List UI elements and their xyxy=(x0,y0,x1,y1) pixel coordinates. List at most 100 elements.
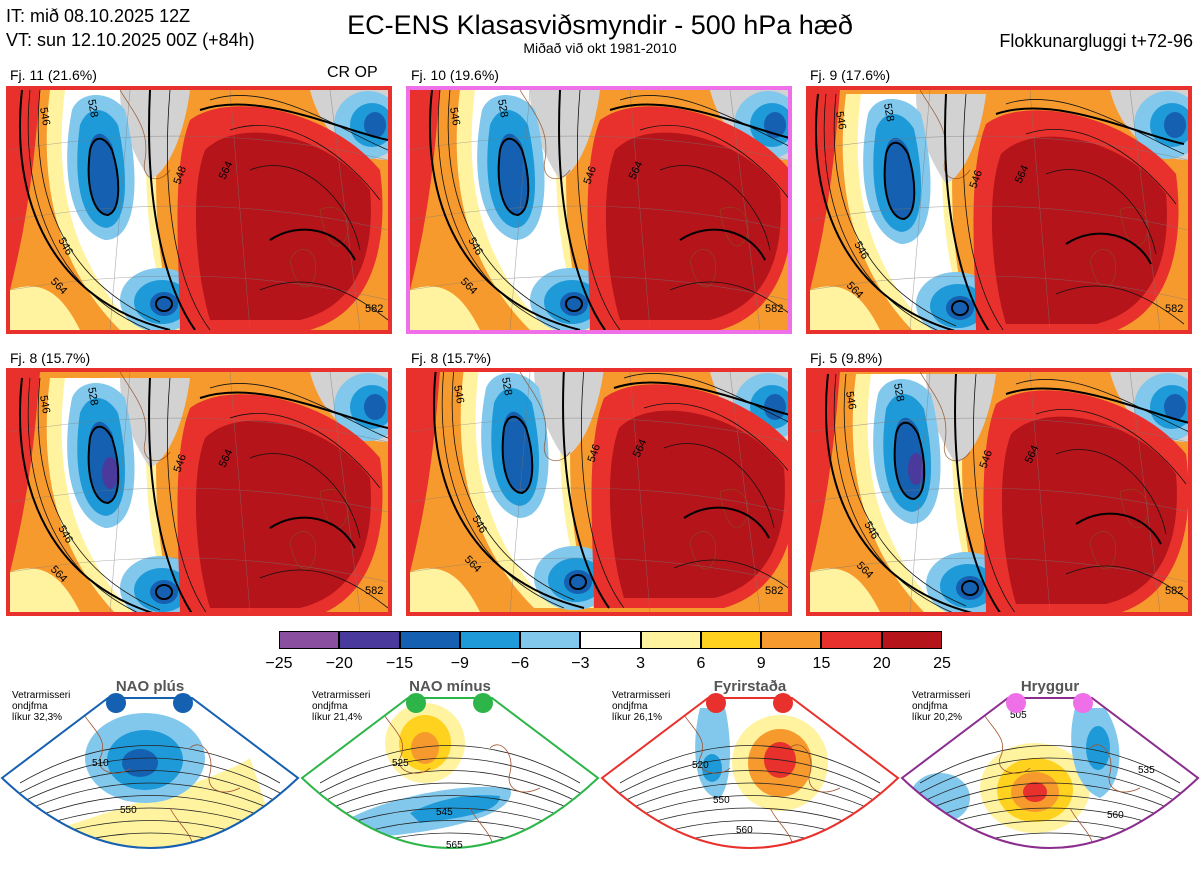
regime-dot xyxy=(406,693,426,713)
colorbar-tick: 9 xyxy=(756,655,766,672)
cluster-map-4: 546 528 546 564 546 564 582 xyxy=(6,368,392,616)
contour-label: 546 xyxy=(968,169,986,190)
regime-probability-note: Vetrarmisseri ondjfma líkur 21,4% xyxy=(312,690,370,723)
regime-dot xyxy=(173,693,193,713)
contour-label: 546 xyxy=(37,106,52,126)
regime-contour-label: 550 xyxy=(120,805,137,816)
colorbar-segment xyxy=(520,631,581,649)
cluster-map-6: 546 528 546 564 546 564 582 xyxy=(806,368,1192,616)
regime-name: NAO mínus xyxy=(409,678,491,695)
contour-label: 528 xyxy=(881,102,896,122)
colorbar-tick: −20 xyxy=(325,655,353,672)
regime-probability-note: Vetrarmisseri ondjfma líkur 32,3% xyxy=(12,690,70,723)
page-subtitle: Miðað við okt 1981-2010 xyxy=(523,40,677,56)
regime-contour-label: 510 xyxy=(92,758,109,769)
colorbar-segment xyxy=(279,631,340,649)
contour-label: 528 xyxy=(499,376,514,396)
regime-1: 510 550 xyxy=(0,688,300,871)
contour-label: 582 xyxy=(765,303,783,315)
regime-3: 520 550 560 xyxy=(600,688,900,871)
regime-note-line: líkur 32,3% xyxy=(12,712,63,723)
colorbar-tick: 6 xyxy=(696,655,706,672)
cr-op-tag: CR OP xyxy=(327,64,378,81)
regime-contour-label: 550 xyxy=(713,795,730,806)
regime-dot xyxy=(773,693,793,713)
contour-label: 528 xyxy=(85,98,100,118)
page-title: EC-ENS Klasasviðsmyndir - 500 hPa hæð xyxy=(347,10,853,40)
contour-label: 546 xyxy=(843,390,858,410)
regime-note-line: líkur 20,2% xyxy=(912,712,963,723)
contour-label: 546 xyxy=(833,110,848,130)
contour-label: 546 xyxy=(447,106,462,126)
regime-note-line: líkur 26,1% xyxy=(612,712,663,723)
contour-label: 546 xyxy=(582,165,600,186)
colorbar-segment xyxy=(821,631,882,649)
colorbar-tick: −9 xyxy=(450,655,469,672)
regime-note-line: Vetrarmisseri xyxy=(12,690,71,701)
regime-dot xyxy=(1006,693,1026,713)
regime-dot xyxy=(1073,693,1093,713)
regime-probability-note: Vetrarmisseri ondjfma líkur 26,1% xyxy=(612,690,670,723)
contour-label: 546 xyxy=(37,394,52,414)
colorbar-tick: −15 xyxy=(385,655,414,672)
regime-note-line: ondjfma xyxy=(12,701,48,712)
cluster-label: Fj. 9 (17.6%) xyxy=(810,67,891,83)
colorbar-segment xyxy=(700,631,762,649)
colorbar-tick: −6 xyxy=(510,655,530,672)
regime-contour-label: 520 xyxy=(692,760,709,771)
cluster-label: Fj. 11 (21.6%) xyxy=(10,67,97,83)
initial-time: IT: mið 08.10.2025 12Z xyxy=(6,6,191,26)
contour-label: 546 xyxy=(978,449,996,470)
colorbar-tick: 25 xyxy=(933,655,951,672)
cluster-label: Fj. 8 (15.7%) xyxy=(10,350,91,366)
regime-note-line: ondjfma xyxy=(612,701,648,712)
contour-label: 582 xyxy=(365,585,383,597)
regime-note-line: ondjfma xyxy=(912,701,948,712)
colorbar-segment xyxy=(580,631,641,649)
regime-4: 505 535 560 xyxy=(900,688,1200,871)
regime-contour-label: 535 xyxy=(1138,765,1155,776)
anomaly-colorbar xyxy=(279,631,942,651)
contour-label: 546 xyxy=(172,453,190,474)
regime-note-line: ondjfma xyxy=(312,701,348,712)
valid-time: VT: sun 12.10.2025 00Z (+84h) xyxy=(6,30,255,50)
colorbar-segment xyxy=(399,631,460,649)
regime-dot xyxy=(706,693,726,713)
colorbar-tick: −3 xyxy=(571,655,590,672)
colorbar-tick: 3 xyxy=(636,655,646,672)
colorbar-segment xyxy=(881,631,942,649)
regime-probability-note: Vetrarmisseri ondjfma líkur 20,2% xyxy=(912,690,970,723)
regime-contour-label: 525 xyxy=(392,758,409,769)
regime-name: Hryggur xyxy=(1020,678,1080,695)
regime-note-line: Vetrarmisseri xyxy=(312,690,371,701)
cluster-map-5: 546 528 546 564 546 564 582 xyxy=(406,368,792,616)
colorbar-segment xyxy=(640,631,701,649)
regime-2: 525 545 565 xyxy=(300,688,600,871)
regime-contour-label: 545 xyxy=(436,807,453,818)
cluster-map-3: 546 528 546 564 546 564 582 xyxy=(806,86,1192,334)
colorbar-tick: 15 xyxy=(812,655,831,672)
colorbar-segment xyxy=(761,631,822,649)
contour-label: 546 xyxy=(586,443,604,464)
contour-label: 582 xyxy=(1165,303,1183,315)
cluster-label: Fj. 5 (9.8%) xyxy=(810,350,883,366)
regime-note-line: Vetrarmisseri xyxy=(612,690,671,701)
regime-dot xyxy=(473,693,493,713)
regime-note-line: líkur 21,4% xyxy=(312,712,363,723)
classification-window: Flokkunargluggi t+72-96 xyxy=(999,31,1193,51)
contour-label: 582 xyxy=(1165,585,1183,597)
cluster-map-2: 546 528 546 564 546 564 582 xyxy=(406,86,792,334)
contour-label: 528 xyxy=(85,386,100,406)
contour-label: 548 xyxy=(172,165,190,186)
regime-contour-label: 565 xyxy=(446,840,463,851)
regime-contour-label: 560 xyxy=(1107,810,1124,821)
regime-contour-label: 560 xyxy=(736,825,753,836)
regime-dot xyxy=(106,693,126,713)
regime-name: Fyrirstaða xyxy=(713,678,787,695)
regime-note-line: Vetrarmisseri xyxy=(912,690,971,701)
contour-label: 546 xyxy=(451,384,466,404)
colorbar-segment xyxy=(339,631,400,649)
contour-label: 528 xyxy=(495,98,510,118)
regime-name: NAO plús xyxy=(115,678,185,695)
colorbar-tick: 20 xyxy=(872,655,891,672)
